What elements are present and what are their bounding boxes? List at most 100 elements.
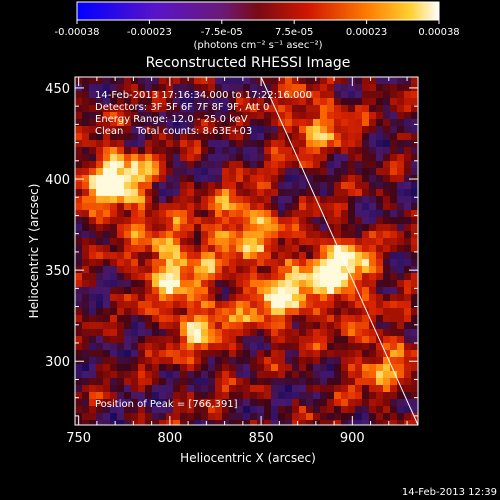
- heatmap-cell: [138, 392, 145, 399]
- heatmap-cell: [96, 238, 103, 245]
- heatmap-cell: [369, 273, 376, 280]
- heatmap-cell: [334, 294, 341, 301]
- heatmap-cell: [397, 413, 404, 420]
- heatmap-cell: [166, 399, 173, 406]
- heatmap-cell: [194, 329, 201, 336]
- heatmap-cell: [320, 105, 327, 112]
- heatmap-cell: [159, 301, 166, 308]
- heatmap-cell: [257, 77, 264, 84]
- heatmap-cell: [306, 336, 313, 343]
- heatmap-cell: [180, 238, 187, 245]
- heatmap-cell: [201, 245, 208, 252]
- heatmap-cell: [152, 98, 159, 105]
- heatmap-cell: [215, 161, 222, 168]
- heatmap-cell: [257, 301, 264, 308]
- heatmap-cell: [320, 133, 327, 140]
- heatmap-cell: [229, 280, 236, 287]
- heatmap-cell: [201, 84, 208, 91]
- heatmap-cell: [299, 224, 306, 231]
- heatmap-cell: [285, 140, 292, 147]
- heatmap-cell: [89, 147, 96, 154]
- heatmap-cell: [180, 217, 187, 224]
- heatmap-cell: [131, 392, 138, 399]
- heatmap-cell: [180, 203, 187, 210]
- heatmap-cell: [194, 399, 201, 406]
- heatmap-cell: [404, 168, 411, 175]
- heatmap-cell: [243, 378, 250, 385]
- heatmap-cell: [299, 231, 306, 238]
- heatmap-cell: [390, 259, 397, 266]
- heatmap-cell: [194, 126, 201, 133]
- heatmap-cell: [201, 154, 208, 161]
- heatmap-cell: [159, 217, 166, 224]
- heatmap-cell: [180, 399, 187, 406]
- heatmap-cell: [236, 182, 243, 189]
- heatmap-cell: [341, 336, 348, 343]
- heatmap-cell: [257, 84, 264, 91]
- heatmap-cell: [145, 371, 152, 378]
- heatmap-cell: [306, 399, 313, 406]
- heatmap-cell: [215, 287, 222, 294]
- heatmap-cell: [397, 315, 404, 322]
- limb-line: [260, 76, 419, 426]
- heatmap-cell: [411, 308, 418, 315]
- heatmap-cell: [278, 98, 285, 105]
- heatmap-cell: [117, 175, 124, 182]
- heatmap-cell: [397, 119, 404, 126]
- heatmap-cell: [390, 350, 397, 357]
- heatmap-cell: [152, 203, 159, 210]
- heatmap-cell: [334, 119, 341, 126]
- heatmap-cell: [166, 175, 173, 182]
- heatmap-cell: [82, 161, 89, 168]
- heatmap-cell: [376, 189, 383, 196]
- heatmap-cell: [208, 133, 215, 140]
- heatmap-cell: [376, 203, 383, 210]
- heatmap-cell: [131, 329, 138, 336]
- heatmap-cell: [152, 378, 159, 385]
- heatmap-cell: [124, 322, 131, 329]
- heatmap-cell: [390, 126, 397, 133]
- heatmap-cell: [250, 420, 257, 425]
- heatmap-cell: [355, 266, 362, 273]
- heatmap-cell: [341, 189, 348, 196]
- heatmap-cell: [327, 399, 334, 406]
- heatmap-cell: [201, 301, 208, 308]
- heatmap-cell: [285, 378, 292, 385]
- heatmap-cell: [229, 420, 236, 425]
- heatmap-cell: [229, 287, 236, 294]
- heatmap-cell: [376, 371, 383, 378]
- heatmap-cell: [180, 245, 187, 252]
- heatmap-cell: [138, 182, 145, 189]
- heatmap-cell: [124, 371, 131, 378]
- heatmap-cell: [320, 392, 327, 399]
- heatmap-cell: [201, 343, 208, 350]
- heatmap-cell: [362, 98, 369, 105]
- heatmap-cell: [327, 308, 334, 315]
- heatmap-cell: [376, 126, 383, 133]
- heatmap-cell: [299, 329, 306, 336]
- heatmap-cell: [222, 224, 229, 231]
- heatmap-cell: [369, 147, 376, 154]
- heatmap-cell: [124, 315, 131, 322]
- heatmap-cell: [201, 98, 208, 105]
- heatmap-cell: [313, 126, 320, 133]
- heatmap-cell: [250, 301, 257, 308]
- heatmap-cell: [215, 329, 222, 336]
- heatmap-cell: [110, 301, 117, 308]
- colorbar-tick-label: 0.00038: [418, 27, 459, 38]
- heatmap-cell: [229, 182, 236, 189]
- heatmap-cell: [152, 420, 159, 425]
- heatmap-cell: [208, 329, 215, 336]
- heatmap-cell: [194, 245, 201, 252]
- heatmap-cell: [264, 322, 271, 329]
- heatmap-cell: [159, 308, 166, 315]
- heatmap-cell: [250, 245, 257, 252]
- heatmap-cell: [250, 196, 257, 203]
- heatmap-cell: [145, 91, 152, 98]
- heatmap-cell: [348, 133, 355, 140]
- heatmap-cell: [355, 378, 362, 385]
- heatmap-cell: [103, 77, 110, 84]
- heatmap-cell: [96, 140, 103, 147]
- heatmap-cell: [103, 119, 110, 126]
- heatmap-cell: [320, 399, 327, 406]
